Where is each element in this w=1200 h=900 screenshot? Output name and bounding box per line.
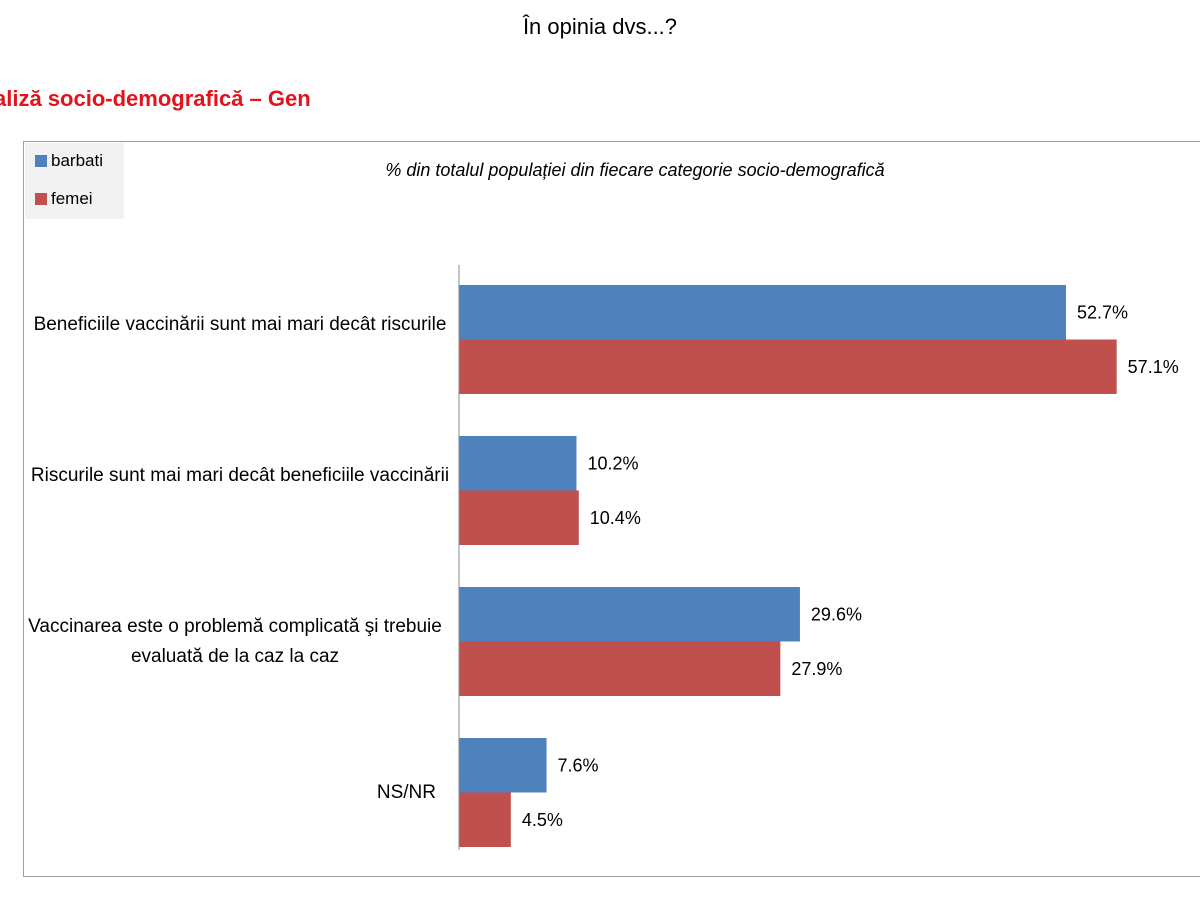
legend-label: barbati bbox=[51, 151, 103, 170]
bar-femei bbox=[459, 792, 511, 847]
data-label: 52.7% bbox=[1077, 302, 1128, 322]
legend-label: femei bbox=[51, 189, 93, 208]
data-label: 10.4% bbox=[590, 508, 641, 528]
category-label: Beneficiile vaccinării sunt mai mari dec… bbox=[33, 314, 447, 335]
page-title: În opinia dvs...? bbox=[522, 14, 678, 39]
bar-barbati bbox=[459, 436, 577, 491]
bar-femei bbox=[459, 339, 1117, 394]
category-label: Riscurile sunt mai mari decât beneficiil… bbox=[30, 465, 450, 486]
data-label: 4.5% bbox=[522, 810, 563, 830]
category-label: NS/NR bbox=[376, 782, 436, 803]
data-label: 10.2% bbox=[587, 453, 638, 473]
bar-femei bbox=[459, 490, 579, 545]
legend-swatch-femei bbox=[35, 193, 47, 205]
category-label: Vaccinarea este o problemă complicată şi… bbox=[28, 616, 442, 667]
data-label: 57.1% bbox=[1128, 357, 1179, 377]
data-label: 7.6% bbox=[558, 755, 599, 775]
bar-femei bbox=[459, 641, 781, 696]
legend: barbati femei bbox=[25, 143, 124, 219]
section-title: aliză socio-demografică – Gen bbox=[0, 86, 311, 111]
legend-swatch-barbati bbox=[35, 155, 47, 167]
chart-frame bbox=[23, 141, 1200, 877]
chart-subtitle: % din totalul populației din fiecare cat… bbox=[385, 160, 885, 180]
bar-barbati bbox=[459, 587, 800, 642]
legend-item-femei: femei bbox=[35, 189, 93, 209]
bar-barbati bbox=[459, 738, 547, 793]
bar-barbati bbox=[459, 285, 1066, 340]
data-label: 29.6% bbox=[811, 604, 862, 624]
legend-item-barbati: barbati bbox=[35, 151, 103, 171]
data-label: 27.9% bbox=[791, 659, 842, 679]
